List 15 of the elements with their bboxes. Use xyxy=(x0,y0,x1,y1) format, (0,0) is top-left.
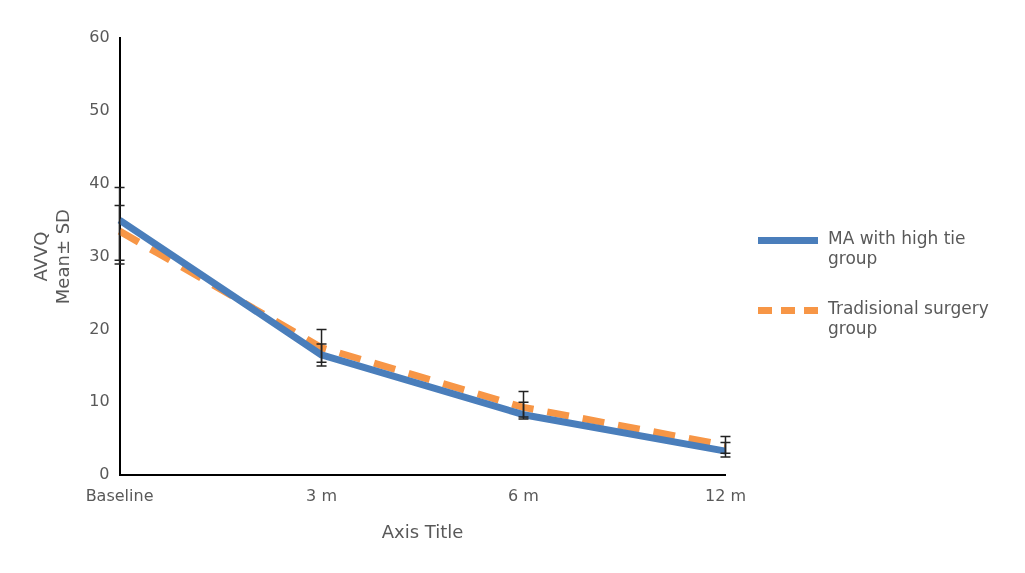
legend-label: MA with high tie group xyxy=(828,228,967,268)
y-tick-label: 50 xyxy=(89,100,110,120)
y-tick-label: 60 xyxy=(89,27,110,47)
x-tick-label: 3 m xyxy=(306,485,337,505)
x-tick-label: 6 m xyxy=(508,485,539,505)
y-tick-label: 10 xyxy=(89,391,110,411)
y-tick-label: 0 xyxy=(99,464,110,484)
x-tick-label: Baseline xyxy=(85,485,154,505)
x-tick-label: 12 m xyxy=(704,485,746,505)
y-tick-label: 20 xyxy=(89,318,110,338)
x-axis-title: Axis Title xyxy=(381,520,464,542)
y-tick-label: 40 xyxy=(89,172,110,192)
legend-label: Tradisional surgery group xyxy=(828,298,990,338)
y-tick-label: 30 xyxy=(89,245,110,265)
y-axis-title: AVVQ Mean± SD xyxy=(30,209,74,305)
